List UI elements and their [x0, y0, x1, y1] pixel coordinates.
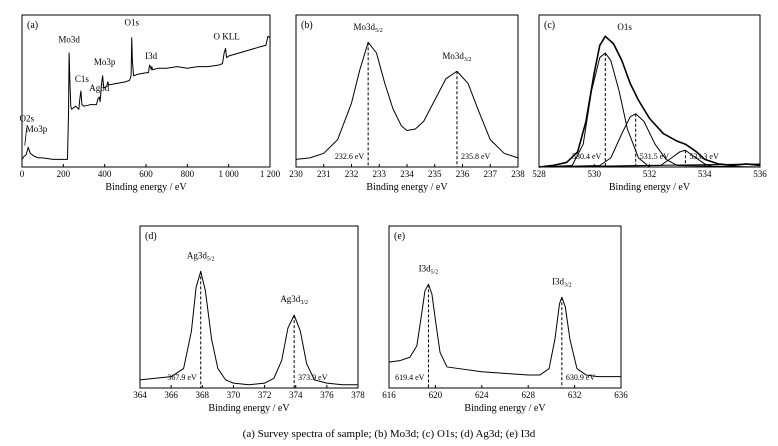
x-axis-title: Binding energy / eV	[609, 182, 691, 193]
peak-name-label: O1s	[124, 18, 139, 28]
peak-value-label: 630.9 eV	[566, 373, 596, 382]
x-tick-label: 624	[475, 390, 489, 400]
peak-name-label: C1s	[75, 74, 90, 84]
x-tick-label: 1 000	[219, 169, 240, 179]
x-axis-title: Binding energy / eV	[366, 182, 448, 193]
figure-caption: (a) Survey spectra of sample; (b) Mo3d; …	[243, 428, 536, 440]
x-tick-label: 200	[57, 169, 71, 179]
x-tick-label: 235	[428, 169, 442, 179]
baseline-line	[538, 163, 761, 168]
x-tick-label: 534	[698, 169, 712, 179]
peak-name-label: I3d5/2	[419, 263, 439, 275]
x-tick-label: 536	[753, 169, 767, 179]
series-line	[21, 35, 271, 160]
peak-name-label: Mo3p	[94, 57, 116, 67]
x-tick-label: 230	[289, 169, 303, 179]
x-tick-label: 376	[320, 390, 334, 400]
peak-name-label: O1s	[617, 22, 632, 32]
o2s-arrow	[24, 127, 28, 146]
x-tick-label: 600	[139, 169, 153, 179]
x-axis-title: Binding energy / eV	[464, 403, 546, 414]
panel-tag: (b)	[301, 20, 313, 31]
plot-frame	[139, 225, 359, 389]
peak-name-label: Ag3d3/2	[280, 294, 308, 306]
peak-value-label: 533.3 eV	[689, 152, 719, 161]
x-tick-label: 374	[289, 390, 303, 400]
x-tick-label: 400	[98, 169, 112, 179]
x-tick-label: 368	[196, 390, 210, 400]
x-tick-label: 532	[643, 169, 657, 179]
x-tick-label: 232	[345, 169, 359, 179]
peak-name-label: I3d3/2	[552, 276, 572, 288]
peak-name-label: Mo3p	[26, 124, 48, 134]
x-tick-label: 231	[317, 169, 331, 179]
x-axis-title: Binding energy / eV	[105, 182, 187, 193]
x-tick-label: 632	[568, 390, 582, 400]
x-tick-label: 370	[227, 390, 241, 400]
peak-name-label: Ag3d	[89, 83, 109, 93]
x-tick-label: 636	[614, 390, 628, 400]
plot-frame	[538, 14, 761, 168]
x-axis-title: Binding energy / eV	[208, 403, 290, 414]
x-tick-label: 234	[400, 169, 414, 179]
panel-e-i3d: (e) 616 620 624 628 632 636 Binding energy / eV…	[382, 225, 628, 414]
x-tick-label: 238	[511, 169, 525, 179]
peak-name-label: I3d	[145, 51, 157, 61]
x-tick-label: 616	[382, 390, 396, 400]
panel-d-ag3d: (d) 364 366 368 370 372 374 376 378 Binding energ…	[133, 225, 365, 414]
peak-name-label: Mo3d3/2	[442, 51, 471, 63]
x-tick-label: 800	[181, 169, 195, 179]
peak-name-label: Mo3d	[58, 34, 80, 44]
series-line	[538, 35, 761, 168]
peak-value-label: 619.4 eV	[395, 373, 425, 382]
series-line	[139, 270, 358, 386]
peak-name-label: Mo3d5/2	[354, 22, 383, 34]
x-tick-label: 530	[588, 169, 602, 179]
peak-value-label: 235.8 eV	[461, 152, 491, 161]
peak-value-label: 530.4 eV	[572, 152, 602, 161]
panel-a-survey: (a) 0 200 400 600 800 1 000 1 200 Binding energy…	[19, 14, 281, 193]
panel-tag: (a)	[27, 20, 38, 31]
x-tick-label: 1 200	[260, 169, 281, 179]
x-tick-label: 236	[456, 169, 470, 179]
series-line	[538, 52, 760, 168]
peak-value-label: 373.9 eV	[298, 373, 328, 382]
x-tick-label: 372	[258, 390, 272, 400]
peak-value-label: 232.6 eV	[335, 152, 365, 161]
panel-tag: (e)	[394, 231, 405, 242]
panel-c-o1s: (c) 528 530 532 534 536 Binding energy / eV O1s…	[532, 14, 767, 193]
plot-frame	[388, 225, 622, 389]
series-line	[388, 283, 621, 378]
x-tick-label: 528	[532, 169, 546, 179]
x-tick-label: 237	[484, 169, 498, 179]
peak-name-label: O2s	[19, 113, 34, 123]
series-line	[295, 41, 519, 160]
x-tick-label: 233	[373, 169, 387, 179]
x-tick-label: 366	[164, 390, 178, 400]
panel-b-mo3d: (b) 230 231 232 233 234 235 236 237 238 Binding en…	[289, 14, 525, 193]
peak-name-label: O KLL	[213, 31, 239, 41]
x-tick-label: 628	[521, 390, 535, 400]
peak-name-label: Ag3d5/2	[187, 250, 215, 262]
x-tick-label: 378	[351, 390, 365, 400]
peak-value-label: 531.5 eV	[640, 152, 670, 161]
x-tick-label: 364	[133, 390, 147, 400]
peak-value-label: 367.9 eV	[167, 373, 197, 382]
plot-frame	[295, 14, 519, 168]
x-tick-label: 620	[429, 390, 443, 400]
panel-tag: (c)	[544, 20, 555, 31]
panel-tag: (d)	[145, 231, 157, 242]
x-tick-label: 0	[20, 169, 25, 179]
